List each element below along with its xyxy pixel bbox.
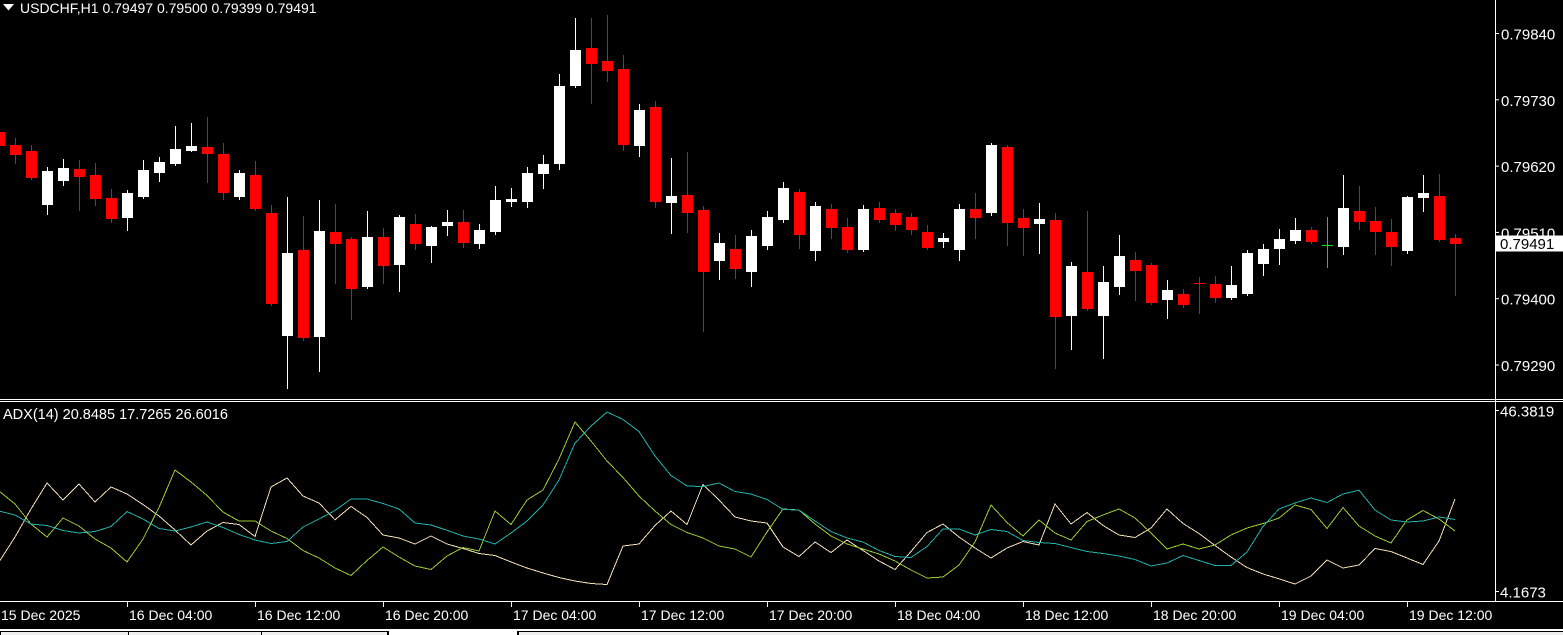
svg-text:0.79620: 0.79620 bbox=[1501, 159, 1555, 176]
svg-text:18 Dec 04:00: 18 Dec 04:00 bbox=[897, 607, 980, 623]
svg-text:18 Dec 20:00: 18 Dec 20:00 bbox=[1153, 607, 1236, 623]
svg-text:USDCHF,H1 0.79497 0.79500 0.79: USDCHF,H1 0.79497 0.79500 0.79399 0.7949… bbox=[20, 0, 317, 16]
svg-text:16 Dec 20:00: 16 Dec 20:00 bbox=[385, 607, 468, 623]
svg-text:19 Dec 12:00: 19 Dec 12:00 bbox=[1409, 607, 1492, 623]
svg-text:16 Dec 04:00: 16 Dec 04:00 bbox=[129, 607, 212, 623]
svg-text:0.79400: 0.79400 bbox=[1501, 292, 1555, 309]
svg-text:19 Dec 04:00: 19 Dec 04:00 bbox=[1281, 607, 1364, 623]
svg-text:17 Dec 20:00: 17 Dec 20:00 bbox=[769, 607, 852, 623]
svg-text:0.79840: 0.79840 bbox=[1501, 27, 1555, 44]
svg-text:15 Dec 2025: 15 Dec 2025 bbox=[1, 607, 81, 623]
svg-text:0.79730: 0.79730 bbox=[1501, 93, 1555, 110]
svg-text:17 Dec 04:00: 17 Dec 04:00 bbox=[513, 607, 596, 623]
svg-text:16 Dec 12:00: 16 Dec 12:00 bbox=[257, 607, 340, 623]
svg-text:18 Dec 12:00: 18 Dec 12:00 bbox=[1025, 607, 1108, 623]
svg-text:17 Dec 12:00: 17 Dec 12:00 bbox=[641, 607, 724, 623]
svg-text:0.79491: 0.79491 bbox=[1500, 236, 1554, 253]
svg-text:4.1673: 4.1673 bbox=[1500, 585, 1546, 602]
svg-text:46.3819: 46.3819 bbox=[1500, 404, 1554, 421]
svg-text:ADX(14) 20.8485 17.7265 26.601: ADX(14) 20.8485 17.7265 26.6016 bbox=[3, 407, 228, 423]
svg-text:0.79290: 0.79290 bbox=[1501, 358, 1555, 375]
